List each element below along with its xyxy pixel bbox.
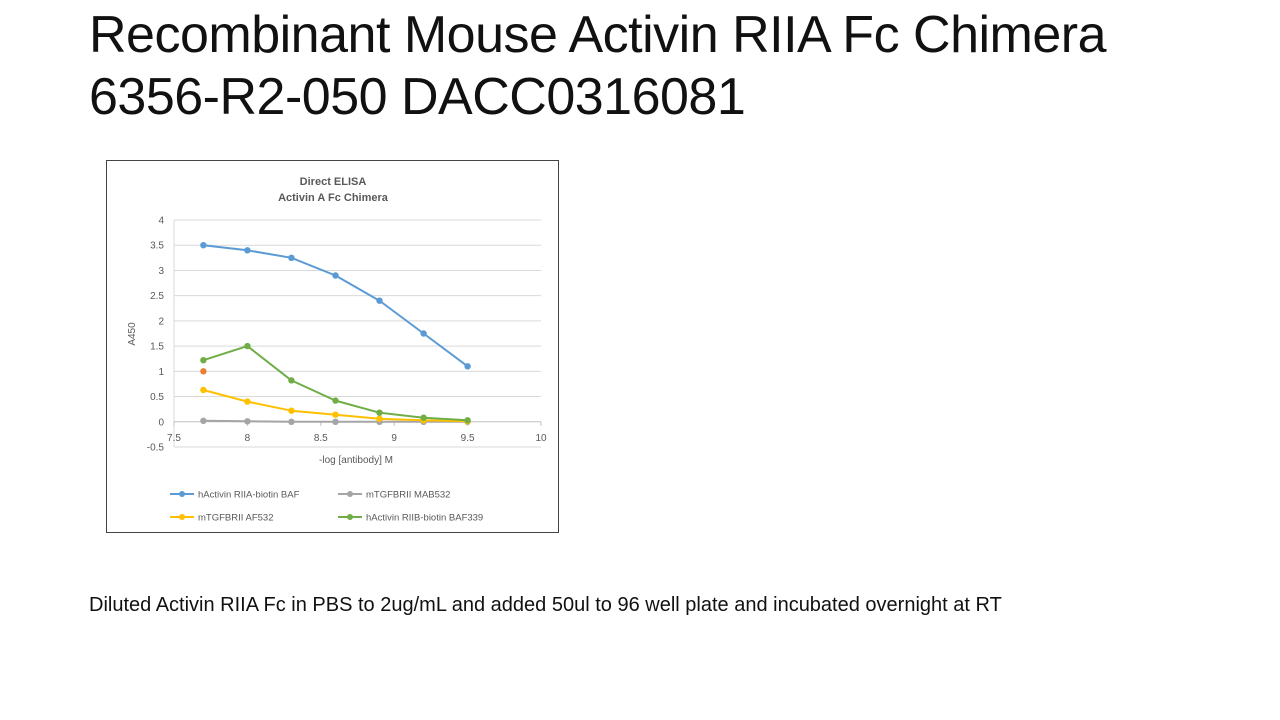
data-point	[464, 363, 471, 370]
slide-title-line-2: 6356-R2-050 DACC0316081	[89, 68, 746, 126]
x-tick-label: 8	[245, 433, 251, 444]
data-point	[244, 418, 251, 425]
x-axis-tick-labels: 7.5 8 8.5 9 9.5 10	[167, 433, 547, 444]
legend-label: hActivin RIIB-biotin BAF339	[366, 513, 483, 524]
legend-label: mTGFBRII AF532	[198, 513, 274, 524]
y-tick-label: 3	[158, 266, 164, 277]
y-tick-label: 2	[158, 316, 164, 327]
chart-axes	[173, 220, 542, 447]
legend-item: mTGFBRII MAB532	[338, 490, 450, 501]
y-tick-label: 0.5	[150, 392, 164, 403]
data-point	[332, 411, 339, 418]
data-point	[332, 397, 339, 404]
slide-title: Recombinant Mouse Activin RIIA Fc Chimer…	[89, 4, 1239, 128]
series-group	[200, 368, 207, 375]
slide-title-line-1: Recombinant Mouse Activin RIIA Fc Chimer…	[89, 6, 1107, 64]
data-point	[288, 377, 295, 384]
legend-marker	[179, 514, 185, 520]
series-line	[203, 345, 468, 422]
x-tick-label: 9.5	[461, 433, 475, 444]
chart-frame: Direct ELISA Activin A Fc Chimera -0.5 0 0…	[106, 160, 559, 533]
data-point	[464, 417, 471, 424]
y-axis-tick-labels: -0.5 0 0.5 1 1.5 2 2.5 3 3.5 4	[147, 216, 165, 454]
legend-marker	[347, 491, 353, 497]
legend-item: mTGFBRII AF532	[170, 513, 274, 524]
data-point	[420, 330, 427, 337]
series-group	[200, 342, 471, 424]
legend-label: mTGFBRII MAB532	[366, 490, 450, 501]
data-point	[200, 242, 207, 249]
data-point	[244, 247, 251, 254]
data-point	[288, 418, 295, 425]
y-tick-label: 2.5	[150, 291, 164, 302]
data-point	[376, 409, 383, 416]
legend-label: hActivin RIIA-biotin BAF	[198, 490, 300, 501]
x-axis-label: -log [antibody] M	[319, 455, 393, 466]
y-tick-label: 1.5	[150, 342, 164, 353]
y-axis-label: A450	[127, 322, 138, 346]
x-tick-label: 8.5	[314, 433, 328, 444]
series-group	[200, 242, 471, 370]
y-tick-label: 1	[158, 367, 164, 378]
elisa-line-chart: Direct ELISA Activin A Fc Chimera -0.5 0 0…	[127, 176, 547, 524]
chart-series	[200, 242, 471, 425]
legend-item: hActivin RIIA-biotin BAF	[170, 490, 300, 501]
y-tick-label: -0.5	[147, 443, 165, 454]
x-tick-label: 9	[391, 433, 397, 444]
data-point	[244, 398, 251, 405]
legend-item: hActivin RIIB-biotin BAF339	[338, 513, 483, 524]
data-point	[200, 368, 207, 375]
data-point	[376, 415, 383, 422]
data-point	[200, 357, 207, 364]
data-point	[420, 414, 427, 421]
data-point	[200, 386, 207, 394]
data-point	[332, 418, 339, 425]
data-point	[200, 417, 207, 424]
x-tick-label: 7.5	[167, 433, 181, 444]
y-tick-label: 3.5	[150, 241, 164, 252]
data-point	[288, 407, 295, 414]
data-point	[332, 272, 339, 279]
data-point	[244, 342, 251, 350]
y-tick-label: 0	[158, 417, 164, 428]
data-point	[288, 254, 295, 261]
chart-gridlines	[174, 219, 541, 448]
x-tick-label: 10	[535, 433, 547, 444]
data-point	[376, 297, 383, 304]
legend-marker	[347, 514, 353, 520]
chart-subtitle: Activin A Fc Chimera	[278, 192, 389, 204]
chart-legend: hActivin RIIA-biotin BAF mTGFBRII MAB532 m…	[170, 490, 483, 524]
legend-marker	[179, 491, 185, 497]
slide-caption: Diluted Activin RIIA Fc in PBS to 2ug/mL…	[89, 594, 1002, 616]
y-tick-label: 4	[158, 216, 164, 227]
chart-title: Direct ELISA	[300, 176, 367, 188]
